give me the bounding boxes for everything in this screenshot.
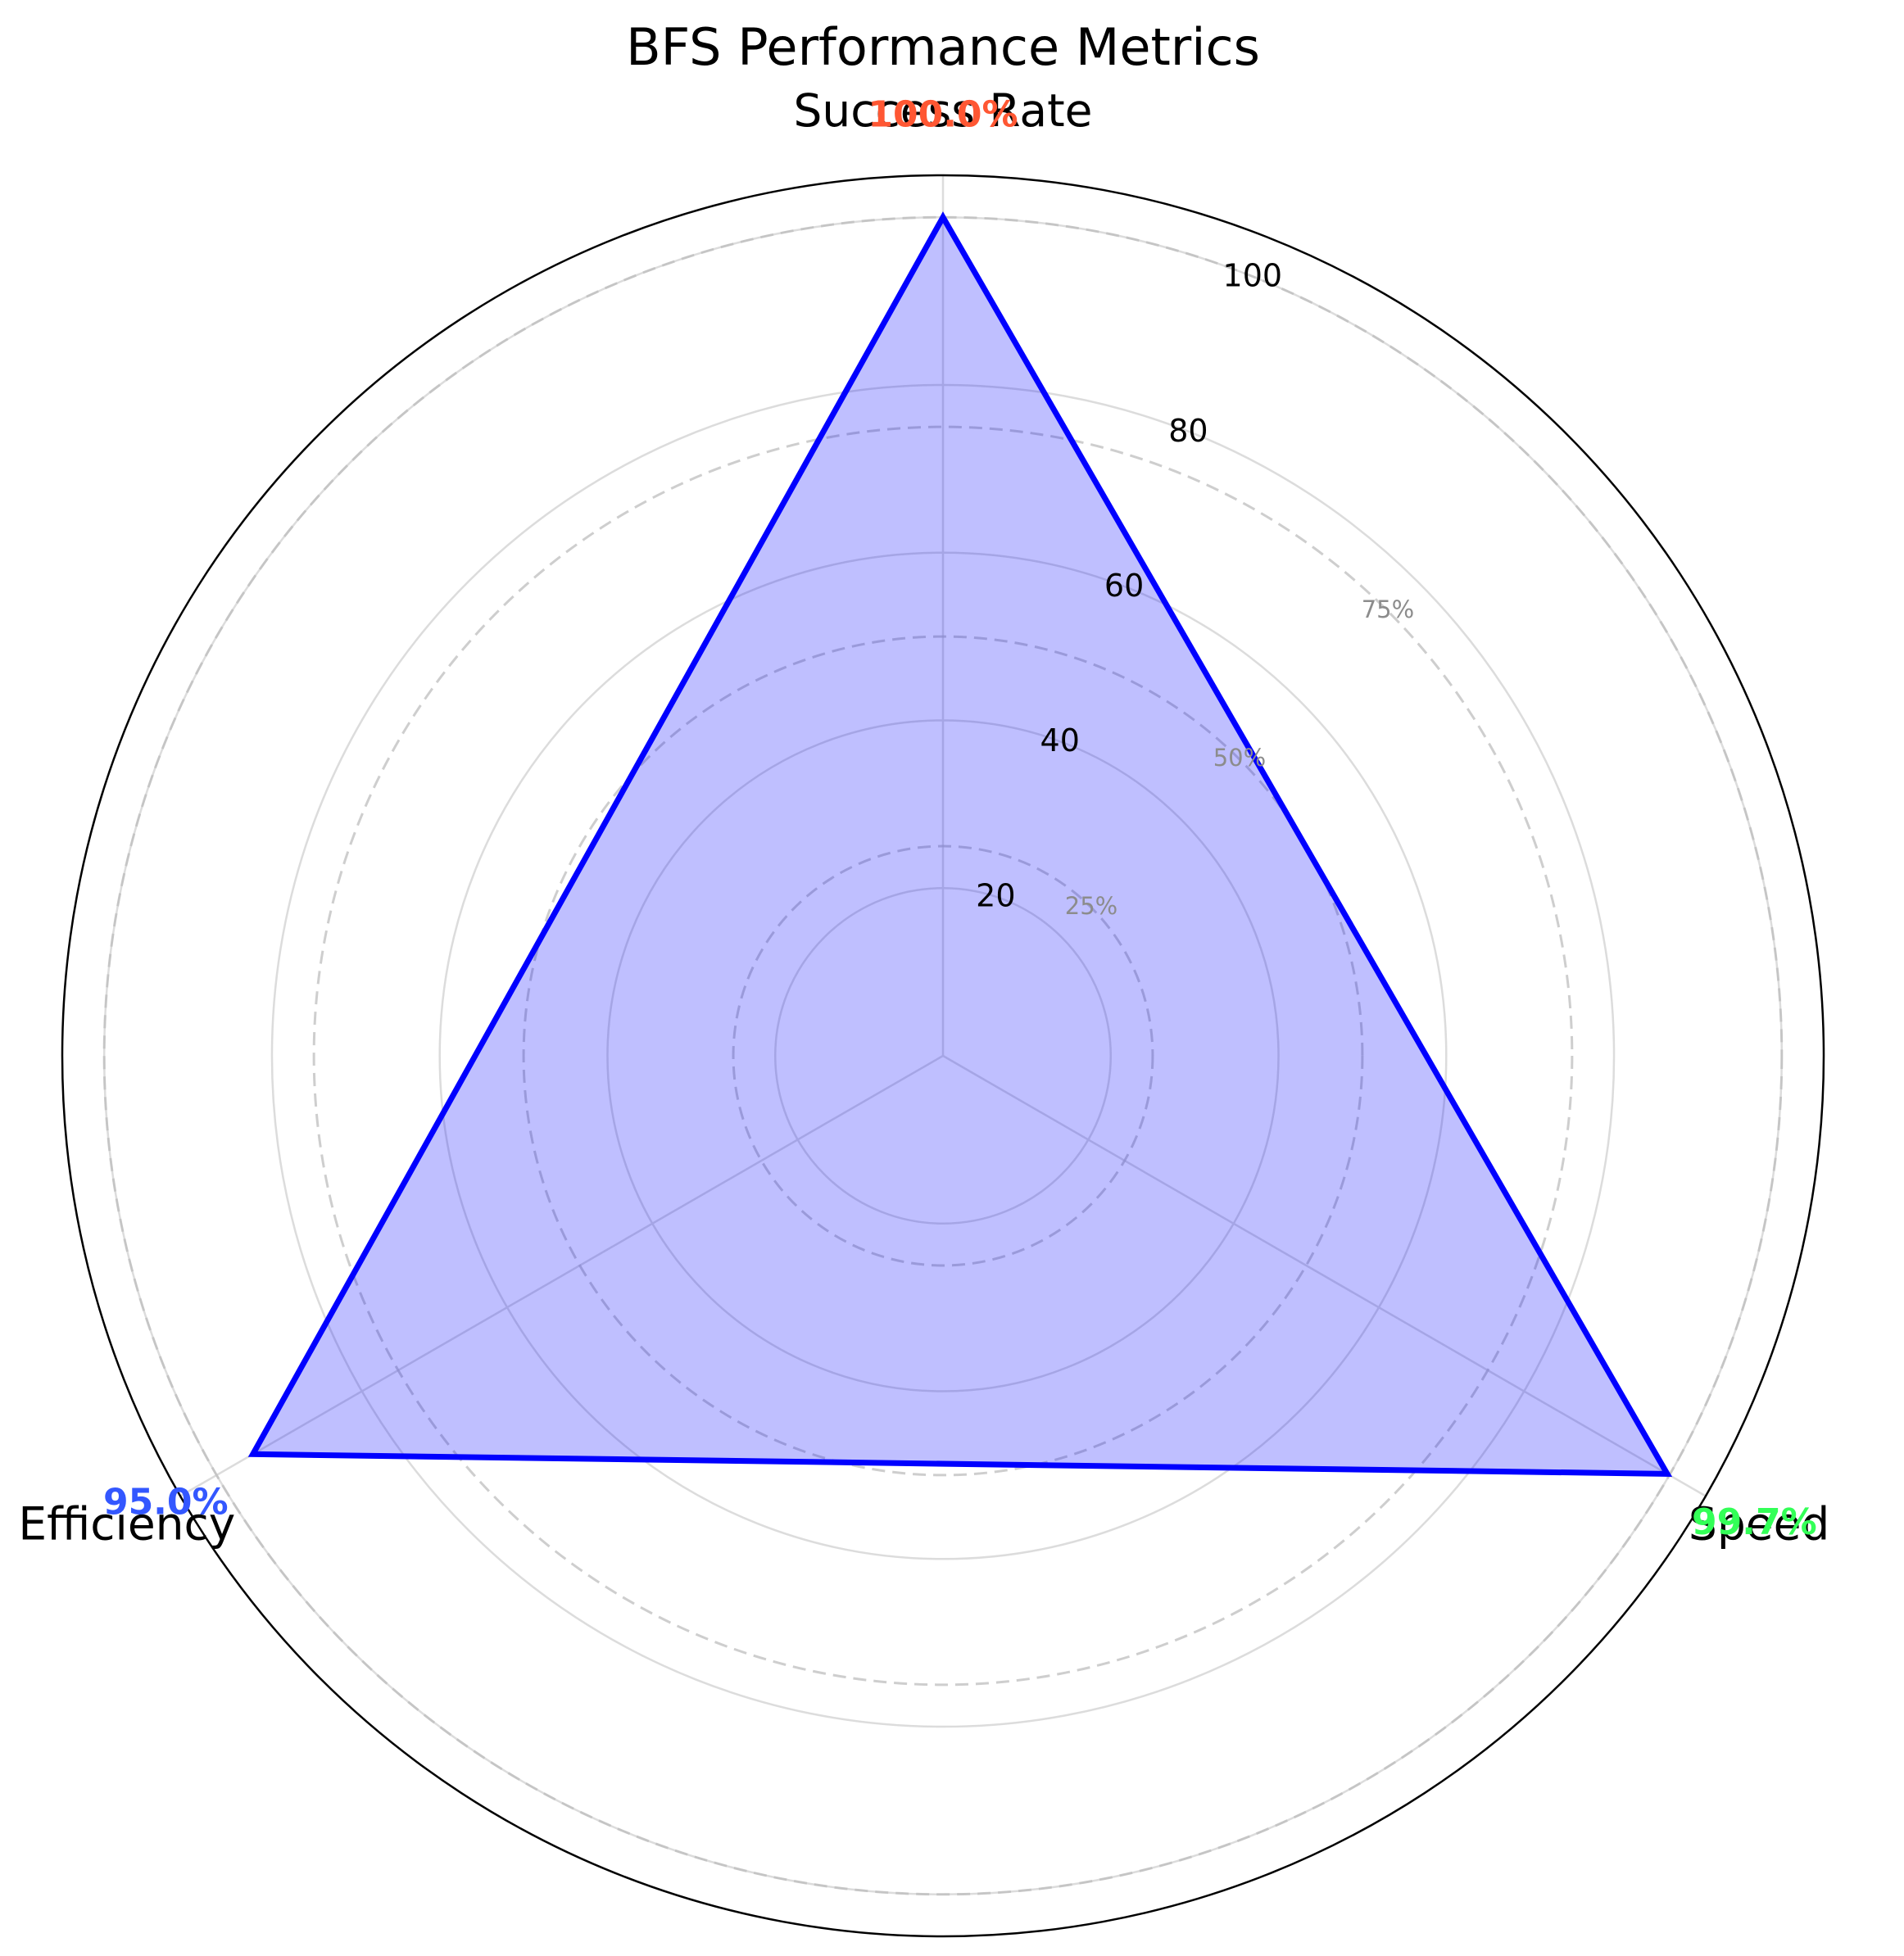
radial-tick-label: 20: [976, 877, 1015, 913]
value-label-success-rate: 100.0%: [868, 93, 1018, 135]
reference-ring-labels: 25% 50% 75%: [1065, 595, 1414, 920]
reference-rings: [102, 215, 1784, 1896]
reference-ring-label: 25%: [1065, 892, 1117, 920]
category-labels: Success Rate Speed Efficiency: [18, 84, 1829, 1550]
reference-ring-label: 50%: [1213, 744, 1266, 772]
reference-ring-50: [522, 635, 1364, 1477]
series-layer: [247, 211, 1673, 1477]
radial-tick-label: 80: [1168, 413, 1208, 449]
category-label-speed: Speed: [1689, 1497, 1829, 1550]
spoke-speed: [942, 1054, 1707, 1497]
reference-ring-100: [102, 215, 1784, 1896]
category-label-success-rate: Success Rate: [794, 84, 1093, 137]
polar-frame: [61, 174, 1825, 1938]
radial-tick-label: 40: [1040, 722, 1080, 758]
value-labels: 100.0% 99.7% 95.0%: [103, 93, 1817, 1542]
radial-tick-label: 60: [1104, 568, 1144, 604]
series-line-0: [247, 211, 1673, 1477]
reference-ring-25: [732, 844, 1154, 1267]
radial-tick-labels: 20 40 60 80 100: [976, 258, 1282, 914]
reference-ring-75: [312, 425, 1574, 1687]
spoke-efficiency: [179, 1054, 944, 1497]
series-area-0: [252, 217, 1667, 1474]
chart-title: BFS Performance Metrics: [626, 17, 1260, 77]
value-label-efficiency: 95.0%: [103, 1482, 229, 1524]
radial-tick-label: 100: [1223, 258, 1283, 294]
value-label-speed: 99.7%: [1692, 1501, 1817, 1543]
angular-grid: [179, 175, 1707, 1497]
reference-ring-label: 75%: [1362, 595, 1414, 623]
category-label-efficiency: Efficiency: [18, 1497, 235, 1550]
